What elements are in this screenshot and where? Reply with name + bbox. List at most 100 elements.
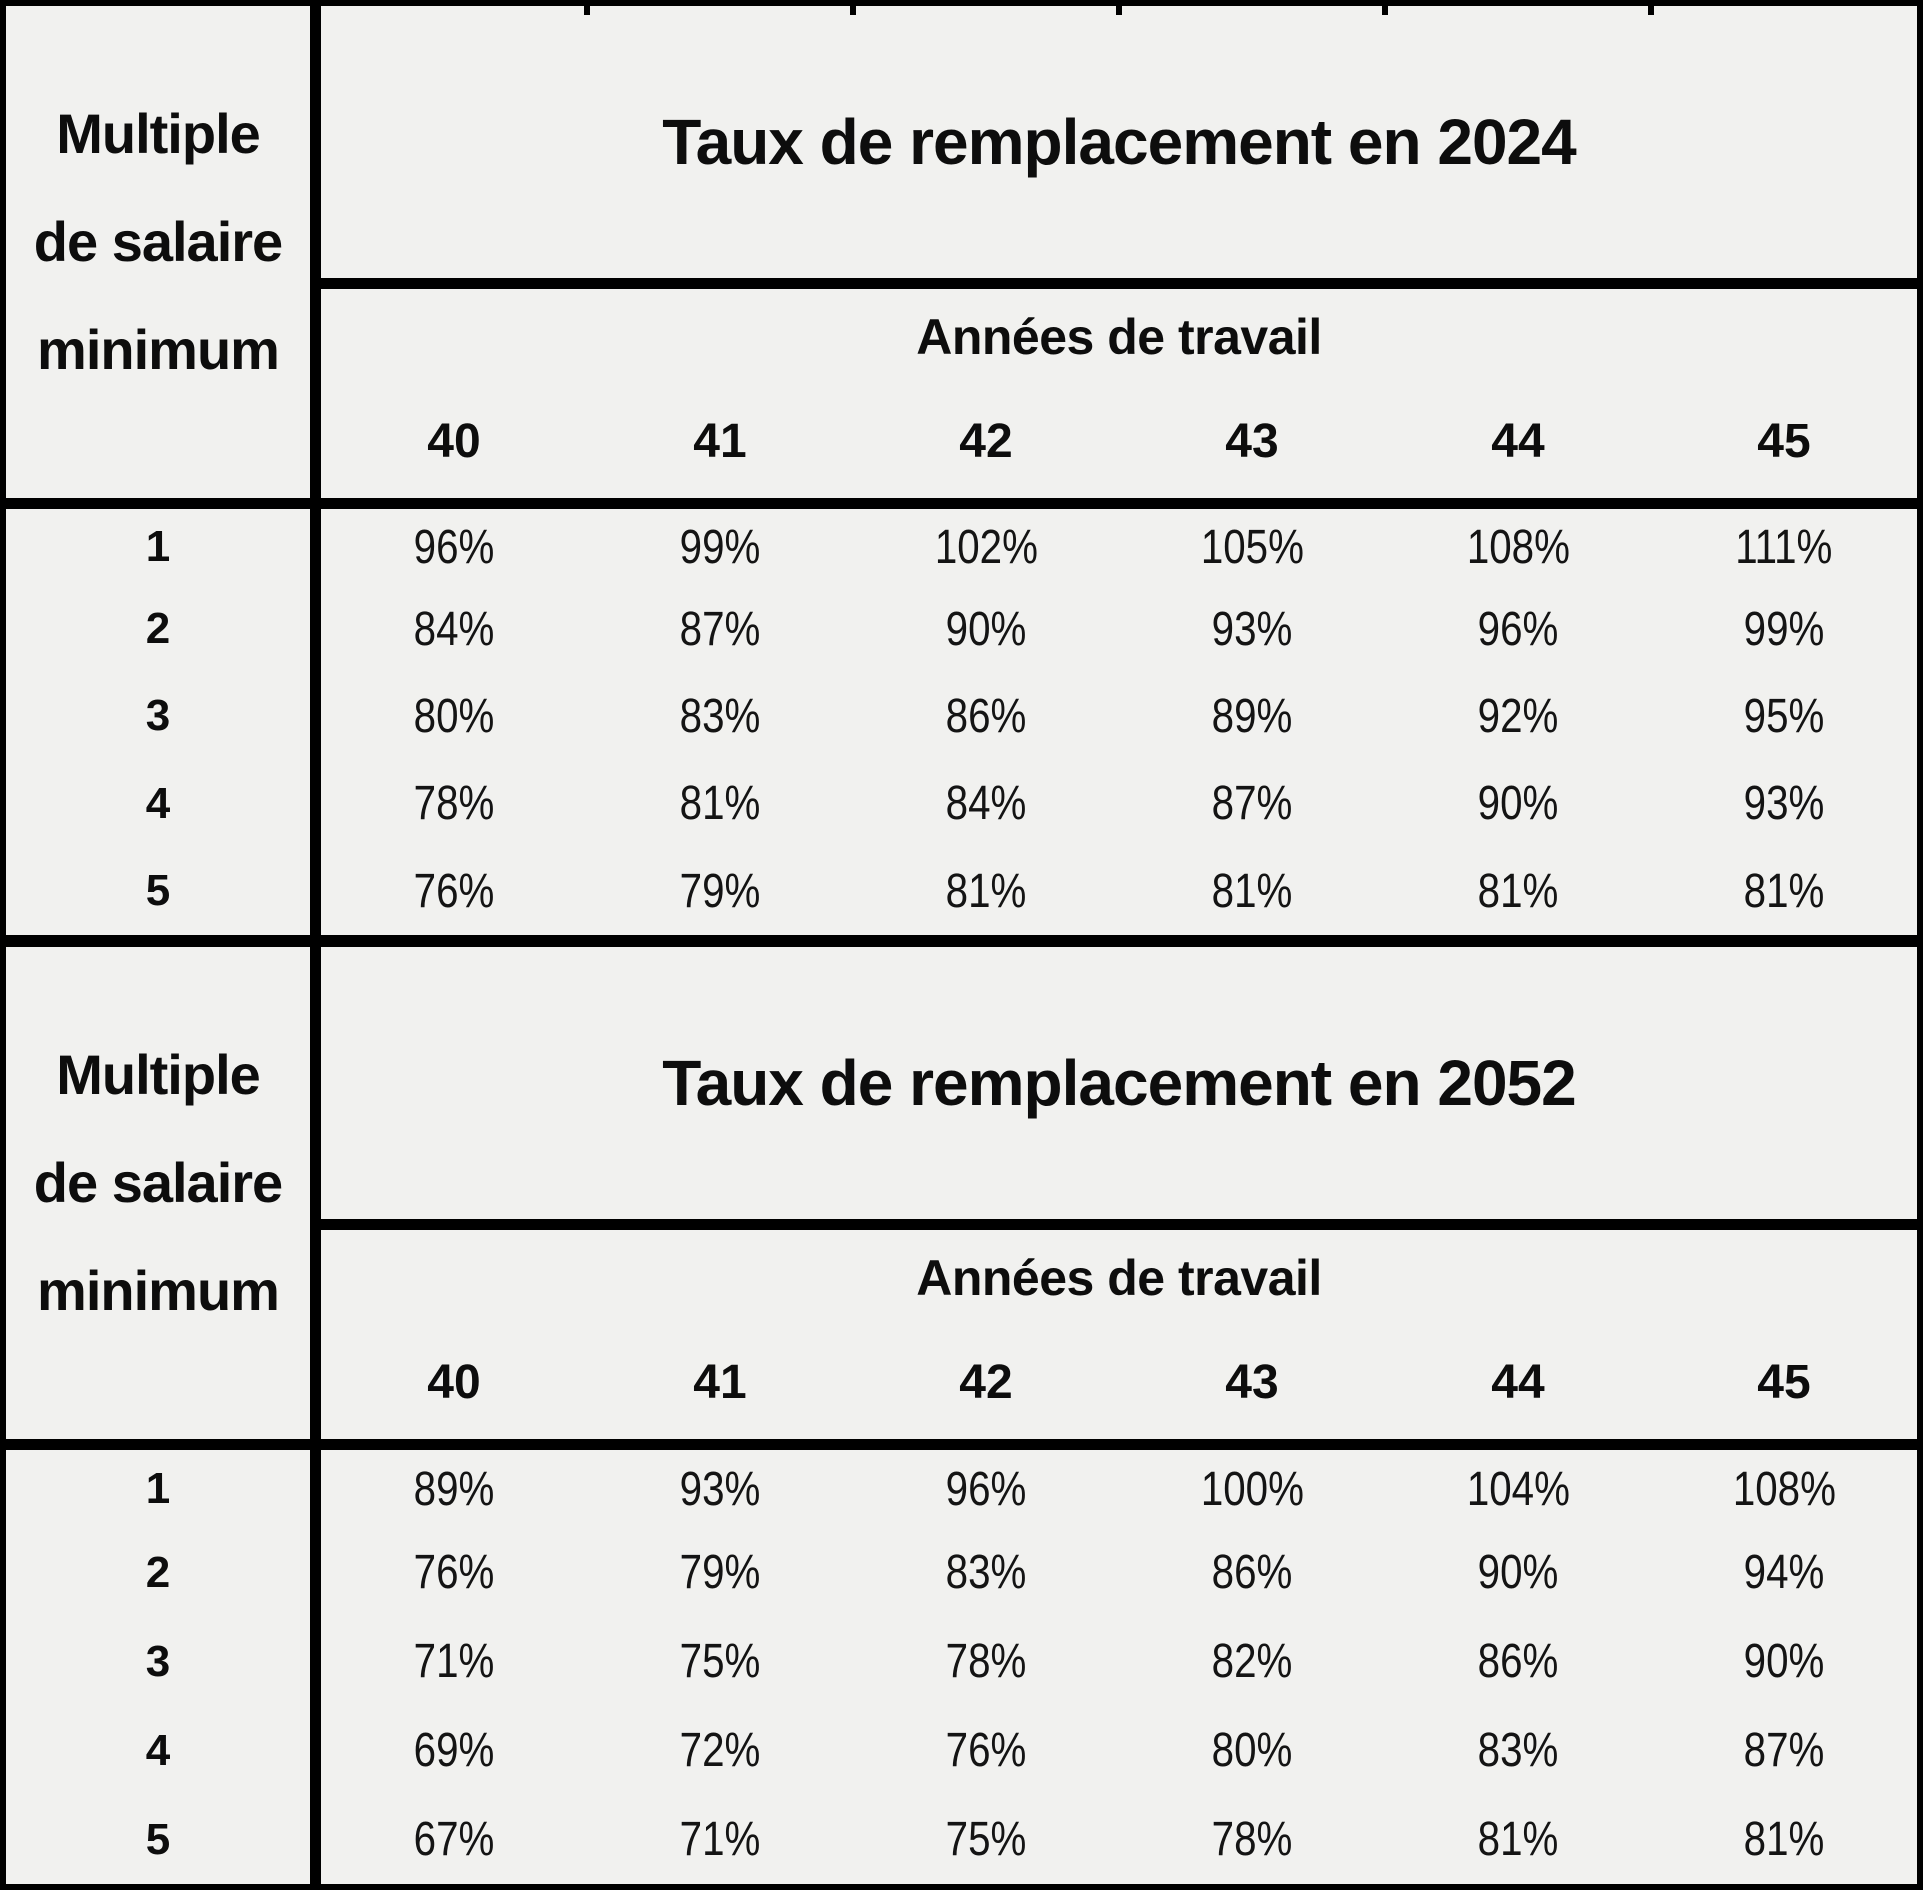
column-group-cell: Années de travail (321, 1230, 1917, 1325)
row-header-line: Multiple (56, 102, 261, 165)
cell-value: 80% (413, 689, 495, 743)
table-cell: 76% (853, 1706, 1119, 1795)
table-cell: 72% (587, 1706, 853, 1795)
table-cell: 84% (321, 585, 587, 672)
table-cell: 108% (1651, 1439, 1917, 1528)
table-cell: 99% (1651, 585, 1917, 672)
cell-value: 79% (679, 1546, 761, 1599)
table-cell: 75% (587, 1617, 853, 1706)
cell-value: 81% (679, 777, 761, 831)
table-title: Taux de remplacement en 2024 (662, 106, 1576, 178)
cell-value: 87% (679, 602, 761, 656)
cell-value: 71% (679, 1813, 761, 1866)
cell-value: 78% (945, 1635, 1027, 1688)
cell-value: 89% (1211, 689, 1293, 743)
cell-value: 90% (945, 602, 1027, 656)
table-2024: Multiple de salaire minimum Taux de remp… (6, 6, 1917, 947)
row-label: 2 (6, 585, 321, 673)
cell-value: 93% (1743, 777, 1825, 831)
cell-value: 83% (945, 1546, 1027, 1599)
row-label: 2 (6, 1528, 321, 1617)
cell-value: 108% (1466, 520, 1570, 574)
top-tick-mark (1648, 6, 1654, 15)
row-label: 3 (6, 672, 321, 761)
cell-value: 86% (1477, 1635, 1559, 1688)
table-cell: 100% (1119, 1439, 1385, 1528)
table-title-cell: Taux de remplacement en 2024 (321, 6, 1917, 289)
cell-value: 86% (1211, 1546, 1293, 1599)
table-cell: 87% (587, 585, 853, 672)
table-cell: 83% (1385, 1706, 1651, 1795)
table-cell: 90% (1385, 760, 1651, 847)
cell-value: 83% (679, 689, 761, 743)
cell-value: 108% (1732, 1462, 1836, 1516)
row-label: 1 (6, 1439, 321, 1528)
table-title-cell: Taux de remplacement en 2052 (321, 947, 1917, 1230)
cell-value: 90% (1477, 1546, 1559, 1599)
row-label: 5 (6, 1795, 321, 1884)
table-cell: 80% (321, 673, 587, 760)
row-label: 1 (6, 498, 321, 586)
row-header-line: minimum (37, 318, 280, 381)
cell-value: 75% (945, 1813, 1027, 1866)
col-header-40: 40 (427, 1355, 481, 1409)
cell-value: 84% (413, 602, 495, 656)
table-cell: 96% (321, 498, 587, 585)
cell-value: 100% (1200, 1462, 1304, 1516)
table-cell: 104% (1385, 1439, 1651, 1528)
table-cell: 94% (1651, 1528, 1917, 1617)
column-group-label: Années de travail (916, 308, 1322, 365)
table-cell: 84% (853, 760, 1119, 847)
table-cell: 69% (321, 1706, 587, 1795)
cell-value: 90% (1743, 1635, 1825, 1688)
cell-value: 81% (1743, 864, 1825, 918)
table-cell: 71% (587, 1795, 853, 1884)
table-cell: 92% (1385, 673, 1651, 760)
row-label: 4 (6, 1706, 321, 1795)
column-group-cell: Années de travail (321, 289, 1917, 384)
cell-value: 99% (679, 520, 761, 574)
cell-value: 93% (679, 1462, 761, 1516)
column-group-label: Années de travail (916, 1249, 1322, 1306)
row-header-title: Multiple de salaire minimum (6, 947, 321, 1439)
cell-value: 87% (1211, 777, 1293, 831)
table-cell: 78% (321, 760, 587, 847)
cell-value: 81% (1477, 1813, 1559, 1866)
cell-value: 96% (945, 1462, 1027, 1516)
cell-value: 82% (1211, 1635, 1293, 1688)
table-cell: 86% (853, 673, 1119, 760)
cell-value: 96% (413, 520, 495, 574)
cell-value: 94% (1743, 1546, 1825, 1599)
col-header-45: 45 (1757, 414, 1811, 468)
cell-value: 87% (1743, 1724, 1825, 1777)
table-cell: 90% (1651, 1617, 1917, 1706)
cell-value: 81% (1743, 1813, 1825, 1866)
table-title: Taux de remplacement en 2052 (662, 1047, 1576, 1119)
cell-value: 102% (934, 520, 1038, 574)
table-cell: 83% (587, 673, 853, 760)
cell-value: 83% (1477, 1724, 1559, 1777)
table-cell: 83% (853, 1528, 1119, 1617)
table-cell: 105% (1119, 498, 1385, 585)
col-header-43: 43 (1225, 1355, 1279, 1409)
top-tick-mark (583, 6, 590, 15)
cell-value: 75% (679, 1635, 761, 1688)
top-tick-mark (1116, 6, 1122, 15)
table-cell: 96% (1385, 585, 1651, 672)
cell-value: 78% (1211, 1813, 1293, 1866)
table-cell: 82% (1119, 1617, 1385, 1706)
table-cell: 81% (1385, 848, 1651, 935)
cell-value: 89% (413, 1462, 495, 1516)
cell-value: 72% (679, 1724, 761, 1777)
cell-value: 95% (1743, 689, 1825, 743)
table-cell: 93% (1119, 585, 1385, 672)
col-header-43: 43 (1225, 414, 1279, 468)
cell-value: 105% (1200, 520, 1304, 574)
row-header-line: Multiple (56, 1043, 261, 1106)
table-cell: 96% (853, 1439, 1119, 1528)
cell-value: 67% (413, 1813, 495, 1866)
table-cell: 81% (1651, 1795, 1917, 1884)
col-header-41: 41 (693, 414, 747, 468)
col-header-44: 44 (1491, 414, 1545, 468)
